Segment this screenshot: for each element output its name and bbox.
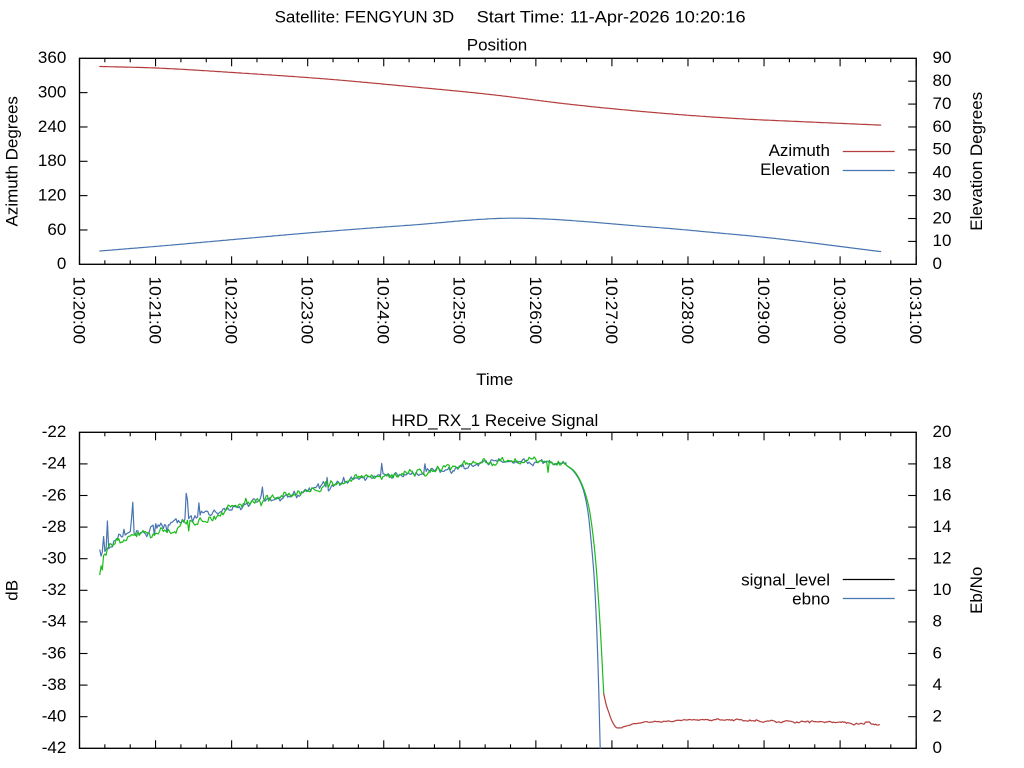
- svg-text:Start Time: 11-Apr-2026 10:20:: Start Time: 11-Apr-2026 10:20:16: [477, 7, 746, 26]
- svg-text:4: 4: [933, 675, 942, 694]
- svg-text:Time: Time: [476, 370, 513, 389]
- svg-text:240: 240: [38, 117, 66, 136]
- svg-text:20: 20: [933, 422, 952, 441]
- svg-text:signal_level: signal_level: [741, 570, 830, 589]
- svg-text:6: 6: [933, 643, 942, 662]
- svg-text:10:24:00: 10:24:00: [374, 277, 393, 345]
- svg-text:0: 0: [933, 738, 942, 757]
- svg-text:10:27:00: 10:27:00: [602, 277, 621, 345]
- svg-text:10: 10: [933, 231, 952, 250]
- svg-text:Satellite: FENGYUN 3D: Satellite: FENGYUN 3D: [275, 7, 455, 26]
- svg-text:10:23:00: 10:23:00: [298, 277, 317, 345]
- svg-text:dB: dB: [3, 580, 22, 601]
- svg-text:180: 180: [38, 151, 66, 170]
- svg-text:10:30:00: 10:30:00: [830, 277, 849, 345]
- svg-text:10:21:00: 10:21:00: [146, 277, 165, 345]
- svg-text:18: 18: [933, 454, 952, 473]
- svg-text:40: 40: [933, 163, 952, 182]
- svg-text:10:26:00: 10:26:00: [526, 277, 545, 345]
- svg-text:10:31:00: 10:31:00: [906, 277, 925, 345]
- svg-text:10:28:00: 10:28:00: [678, 277, 697, 345]
- svg-text:-24: -24: [42, 454, 67, 473]
- svg-text:-28: -28: [42, 517, 67, 536]
- svg-text:8: 8: [933, 612, 942, 631]
- svg-text:-22: -22: [42, 422, 67, 441]
- svg-text:70: 70: [933, 94, 952, 113]
- svg-text:60: 60: [933, 117, 952, 136]
- svg-text:16: 16: [933, 485, 952, 504]
- svg-text:Azimuth: Azimuth: [769, 141, 830, 160]
- svg-text:-36: -36: [42, 643, 67, 662]
- svg-text:ebno: ebno: [792, 590, 830, 609]
- svg-text:-30: -30: [42, 549, 67, 568]
- svg-text:-40: -40: [42, 707, 67, 726]
- svg-text:12: 12: [933, 549, 952, 568]
- svg-text:10:22:00: 10:22:00: [222, 277, 241, 345]
- svg-text:-34: -34: [42, 612, 67, 631]
- svg-text:Elevation Degrees: Elevation Degrees: [967, 92, 986, 231]
- svg-text:300: 300: [38, 82, 66, 101]
- svg-text:Elevation: Elevation: [760, 160, 830, 179]
- svg-text:10: 10: [933, 580, 952, 599]
- svg-text:2: 2: [933, 707, 942, 726]
- svg-text:-26: -26: [42, 485, 67, 504]
- svg-text:-38: -38: [42, 675, 67, 694]
- svg-text:30: 30: [933, 185, 952, 204]
- svg-text:120: 120: [38, 185, 66, 204]
- svg-text:Azimuth Degrees: Azimuth Degrees: [3, 96, 22, 226]
- svg-text:90: 90: [933, 48, 952, 67]
- svg-text:HRD_RX_1 Receive Signal: HRD_RX_1 Receive Signal: [391, 411, 598, 430]
- svg-text:20: 20: [933, 208, 952, 227]
- svg-text:0: 0: [57, 254, 66, 273]
- svg-text:Eb/No: Eb/No: [967, 567, 986, 614]
- svg-text:14: 14: [933, 517, 952, 536]
- svg-text:10:20:00: 10:20:00: [69, 277, 88, 345]
- svg-text:60: 60: [47, 220, 66, 239]
- svg-text:Position: Position: [467, 36, 527, 55]
- svg-text:-42: -42: [42, 738, 67, 757]
- svg-text:80: 80: [933, 71, 952, 90]
- svg-text:0: 0: [933, 254, 942, 273]
- svg-text:10:25:00: 10:25:00: [450, 277, 469, 345]
- svg-text:-32: -32: [42, 580, 67, 599]
- svg-text:50: 50: [933, 140, 952, 159]
- svg-text:360: 360: [38, 48, 66, 67]
- svg-text:10:29:00: 10:29:00: [754, 277, 773, 345]
